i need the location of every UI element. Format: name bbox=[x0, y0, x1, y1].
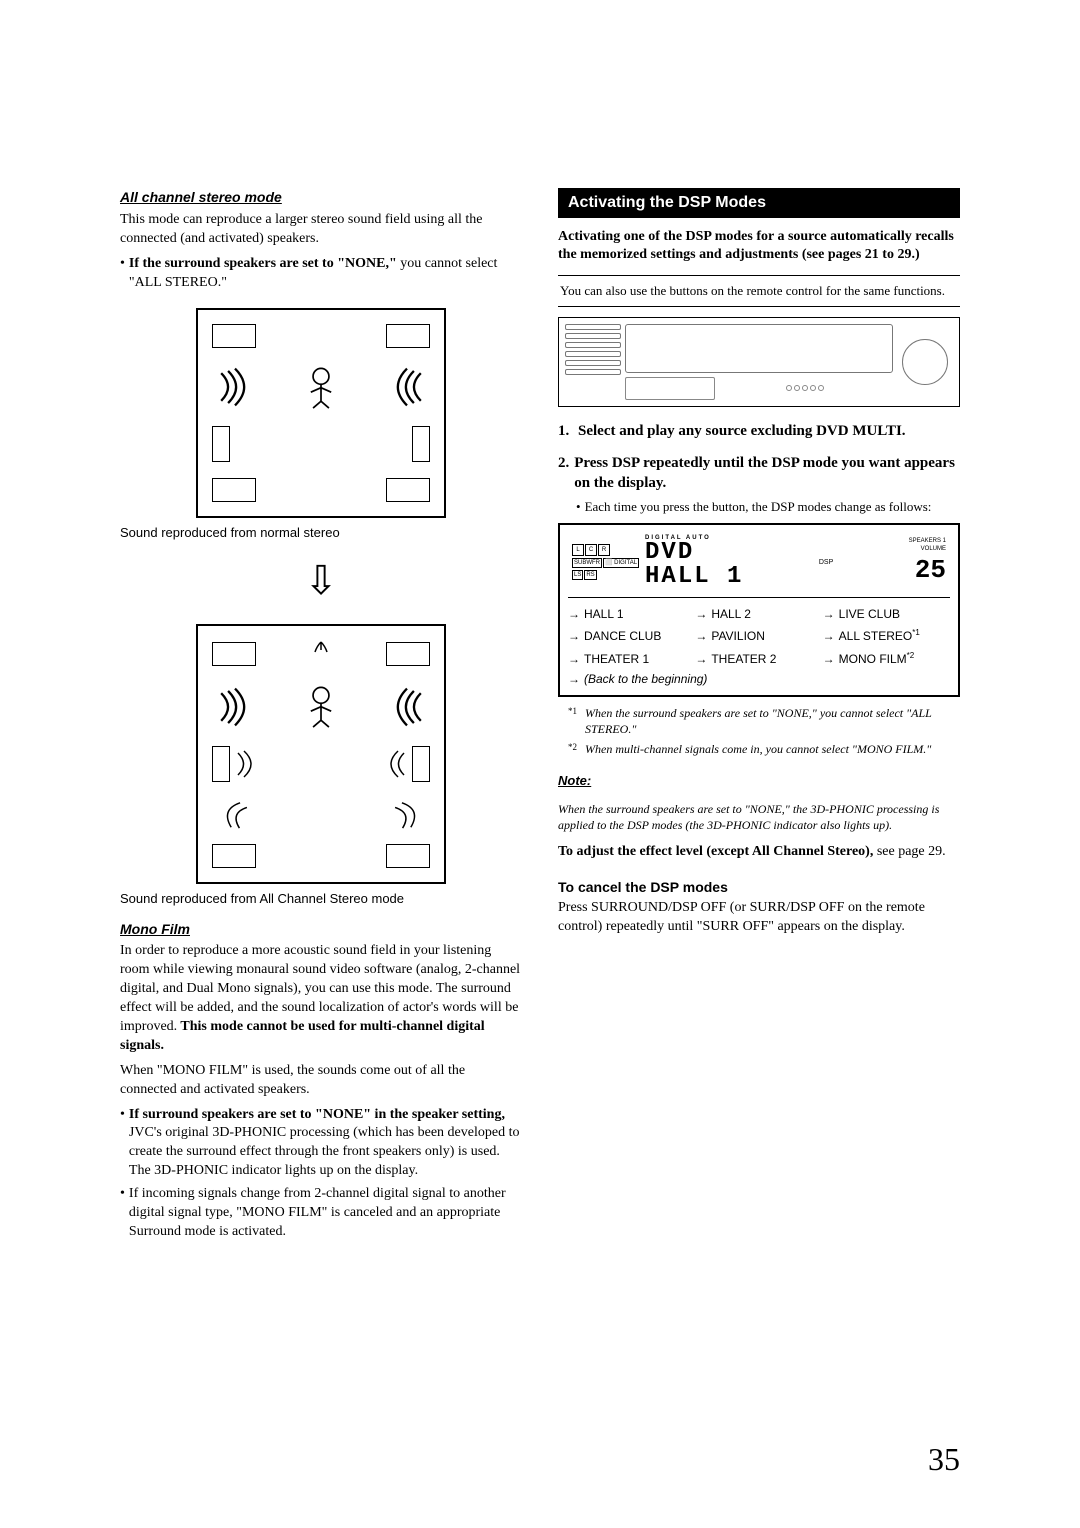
cancel-heading: To cancel the DSP modes bbox=[558, 878, 960, 897]
sound-wave-icon bbox=[307, 640, 335, 668]
speaker-icon bbox=[212, 642, 256, 666]
sound-wave-icon bbox=[378, 749, 408, 779]
step-2-sub: Each time you press the button, the DSP … bbox=[576, 498, 960, 516]
speaker-icon bbox=[386, 642, 430, 666]
lcd-volume: 25 bbox=[915, 553, 946, 588]
step-1: 1.Select and play any source excluding D… bbox=[558, 421, 960, 441]
section-title: Activating the DSP Modes bbox=[558, 188, 960, 218]
normal-stereo-diagram bbox=[196, 308, 446, 518]
footnote-2: *2When multi-channel signals come in, yo… bbox=[568, 741, 960, 757]
speaker-icon bbox=[212, 478, 256, 502]
step-2: 2.Press DSP repeatedly until the DSP mod… bbox=[558, 453, 960, 494]
mono-film-p3: When "MONO FILM" is used, the sounds com… bbox=[120, 1062, 522, 1100]
all-channel-heading: All channel stereo mode bbox=[120, 188, 522, 207]
diagram1-caption: Sound reproduced from normal stereo bbox=[120, 524, 522, 542]
sound-wave-icon bbox=[234, 749, 264, 779]
lcd-text: DIGITAL AUTO DVD HALL 1 bbox=[645, 535, 743, 589]
sound-wave-icon bbox=[384, 684, 430, 730]
all-channel-diagram bbox=[196, 624, 446, 884]
listener-icon bbox=[304, 365, 338, 410]
speaker-icon bbox=[412, 426, 430, 462]
speaker-icon bbox=[386, 478, 430, 502]
mono-film-desc: In order to reproduce a more acoustic so… bbox=[120, 942, 522, 1055]
all-channel-desc: This mode can reproduce a larger stereo … bbox=[120, 211, 522, 249]
adjust-note: To adjust the effect level (except All C… bbox=[558, 843, 960, 862]
mono-film-bullet1: If surround speakers are set to "NONE" i… bbox=[120, 1106, 522, 1182]
speaker-icon bbox=[386, 324, 430, 348]
dsp-mode-grid: →HALL 1 →HALL 2 →LIVE CLUB →DANCE CLUB →… bbox=[568, 606, 950, 667]
speaker-icon bbox=[212, 844, 256, 868]
cancel-body: Press SURROUND/DSP OFF (or SURR/DSP OFF … bbox=[558, 899, 960, 937]
note-heading: Note: bbox=[558, 772, 960, 790]
speaker-icon bbox=[212, 426, 230, 462]
down-arrow-icon: ⇩ bbox=[120, 554, 522, 608]
lcd-display: L C R SUBWFR ⬜ DIGITAL LS RS bbox=[568, 533, 950, 598]
receiver-diagram bbox=[558, 317, 960, 407]
mono-film-bullet2: If incoming signals change from 2-channe… bbox=[120, 1185, 522, 1242]
right-column: Activating the DSP Modes Activating one … bbox=[558, 188, 960, 1246]
speaker-icon bbox=[212, 324, 256, 348]
all-channel-bullet: If the surround speakers are set to "NON… bbox=[120, 255, 522, 293]
note-body: When the surround speakers are set to "N… bbox=[558, 801, 960, 833]
footnote-1: *1When the surround speakers are set to … bbox=[568, 705, 960, 737]
sound-wave-icon bbox=[390, 793, 434, 834]
volume-knob-icon bbox=[902, 339, 948, 385]
page-number: 35 bbox=[928, 1441, 960, 1478]
mono-film-heading: Mono Film bbox=[120, 920, 522, 939]
speaker-icon bbox=[412, 746, 430, 782]
speaker-icon bbox=[386, 844, 430, 868]
sound-wave-icon bbox=[384, 364, 430, 410]
sound-wave-icon bbox=[212, 684, 258, 730]
listener-icon bbox=[304, 684, 338, 729]
sound-wave-icon bbox=[212, 364, 258, 410]
sound-wave-icon bbox=[208, 793, 252, 834]
dsp-intro: Activating one of the DSP modes for a so… bbox=[558, 228, 960, 266]
diagram2-caption: Sound reproduced from All Channel Stereo… bbox=[120, 890, 522, 908]
dsp-display-box: L C R SUBWFR ⬜ DIGITAL LS RS bbox=[558, 523, 960, 697]
remote-note: You can also use the buttons on the remo… bbox=[558, 275, 960, 307]
left-column: All channel stereo mode This mode can re… bbox=[120, 188, 522, 1246]
speaker-icon bbox=[212, 746, 230, 782]
